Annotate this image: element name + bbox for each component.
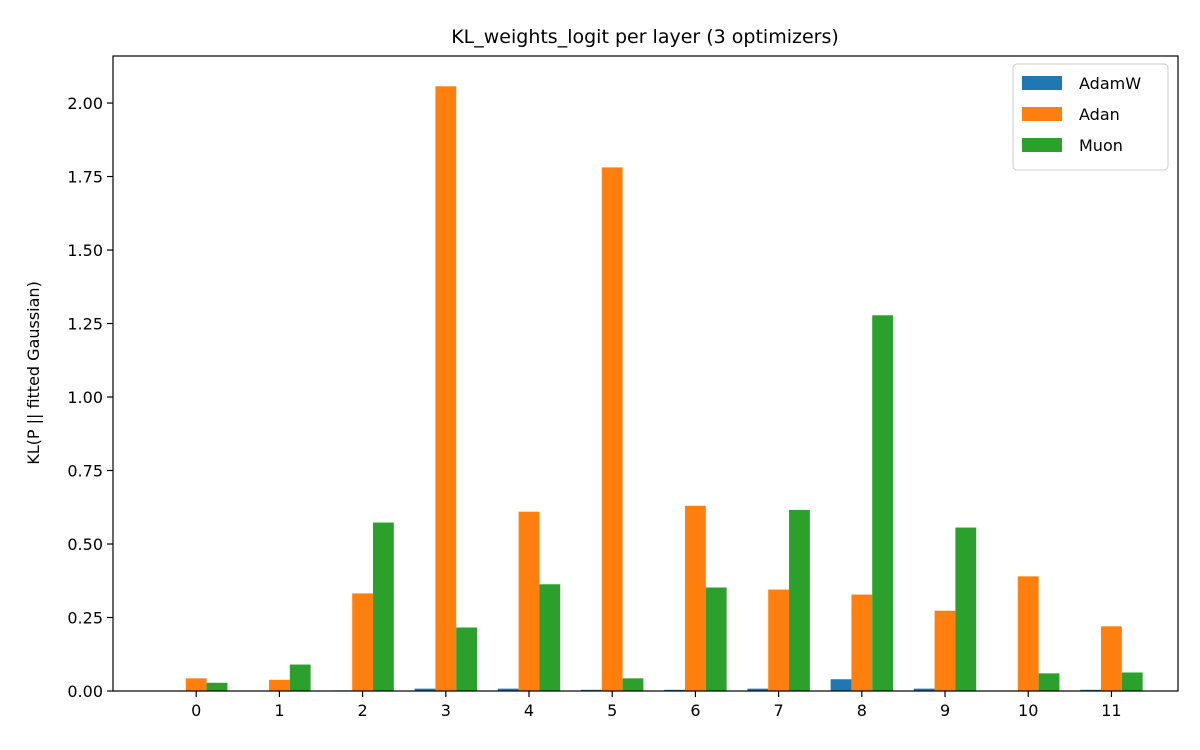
x-tick-label: 8	[857, 701, 867, 720]
chart-title: KL_weights_logit per layer (3 optimizers…	[451, 26, 839, 48]
bar-muon-layer-3	[456, 627, 478, 691]
y-tick-label: 1.25	[67, 315, 103, 334]
x-tick-label: 9	[940, 701, 950, 720]
y-tick-label: 1.50	[67, 241, 103, 260]
x-tick-label: 4	[524, 701, 534, 720]
bar-muon-layer-1	[289, 664, 311, 691]
bar-adan-layer-9	[934, 610, 956, 691]
legend: AdamW Adan Muon	[1012, 63, 1169, 171]
bar-muon-layer-8	[872, 315, 894, 691]
bar-adamw-layer-3	[414, 688, 436, 691]
x-tick-label: 7	[774, 701, 784, 720]
bar-muon-layer-4	[539, 584, 561, 691]
y-tick-label: 2.00	[67, 94, 103, 113]
bar-adamw-layer-7	[747, 688, 769, 691]
bars-layer	[185, 86, 1143, 692]
legend-label-adan: Adan	[1079, 105, 1120, 124]
legend-label-adamw: AdamW	[1079, 74, 1141, 93]
bar-adan-layer-5	[601, 167, 623, 692]
legend-label-muon: Muon	[1079, 136, 1123, 155]
bar-adan-layer-8	[851, 594, 873, 691]
y-tick-label: 1.75	[67, 168, 103, 187]
legend-swatch-adan	[1022, 107, 1062, 121]
bar-muon-layer-11	[1121, 672, 1143, 691]
bar-muon-layer-9	[955, 527, 977, 691]
x-tick-label: 0	[191, 701, 201, 720]
axes-layer: 0.00 0.25 0.50 0.75 1.00 1.25 1.50 1.75 2.00 0 1 2 3…	[67, 55, 1179, 720]
y-tick-label: 0.75	[67, 462, 103, 481]
bar-adamw-layer-8	[830, 679, 852, 691]
bar-adan-layer-2	[352, 593, 374, 691]
y-tick-label: 1.00	[67, 388, 103, 407]
y-axis-label: KL(P || fitted Gaussian)	[24, 281, 43, 465]
x-tick-label: 11	[1101, 701, 1121, 720]
bar-adan-layer-11	[1101, 626, 1122, 691]
x-tick-label: 5	[607, 701, 617, 720]
bar-muon-layer-10	[1038, 673, 1060, 691]
bar-adan-layer-7	[768, 589, 790, 691]
bar-muon-layer-0	[206, 682, 228, 691]
plot-frame	[112, 55, 1179, 692]
bar-muon-layer-2	[373, 522, 394, 691]
x-tick-label: 1	[274, 701, 284, 720]
x-tick-label: 6	[690, 701, 700, 720]
bar-muon-layer-6	[705, 587, 727, 691]
y-tick-label: 0.00	[67, 682, 103, 701]
legend-swatch-adamw	[1022, 76, 1062, 90]
bar-adamw-layer-4	[497, 688, 519, 691]
bar-adan-layer-1	[269, 679, 290, 691]
x-tick-label: 10	[1018, 701, 1038, 720]
bar-adan-layer-6	[685, 505, 706, 691]
bar-muon-layer-5	[622, 678, 644, 691]
bar-adan-layer-4	[518, 511, 540, 691]
bar-adamw-layer-9	[913, 688, 935, 691]
x-tick-label: 3	[441, 701, 451, 720]
y-tick-label: 0.25	[67, 609, 103, 628]
bar-adan-layer-10	[1017, 576, 1039, 691]
y-tick-label: 0.50	[67, 535, 103, 554]
x-tick-label: 2	[358, 701, 368, 720]
legend-swatch-muon	[1022, 138, 1062, 152]
bar-muon-layer-7	[789, 509, 810, 691]
bar-adan-layer-3	[435, 86, 457, 691]
bar-adan-layer-0	[185, 678, 207, 691]
